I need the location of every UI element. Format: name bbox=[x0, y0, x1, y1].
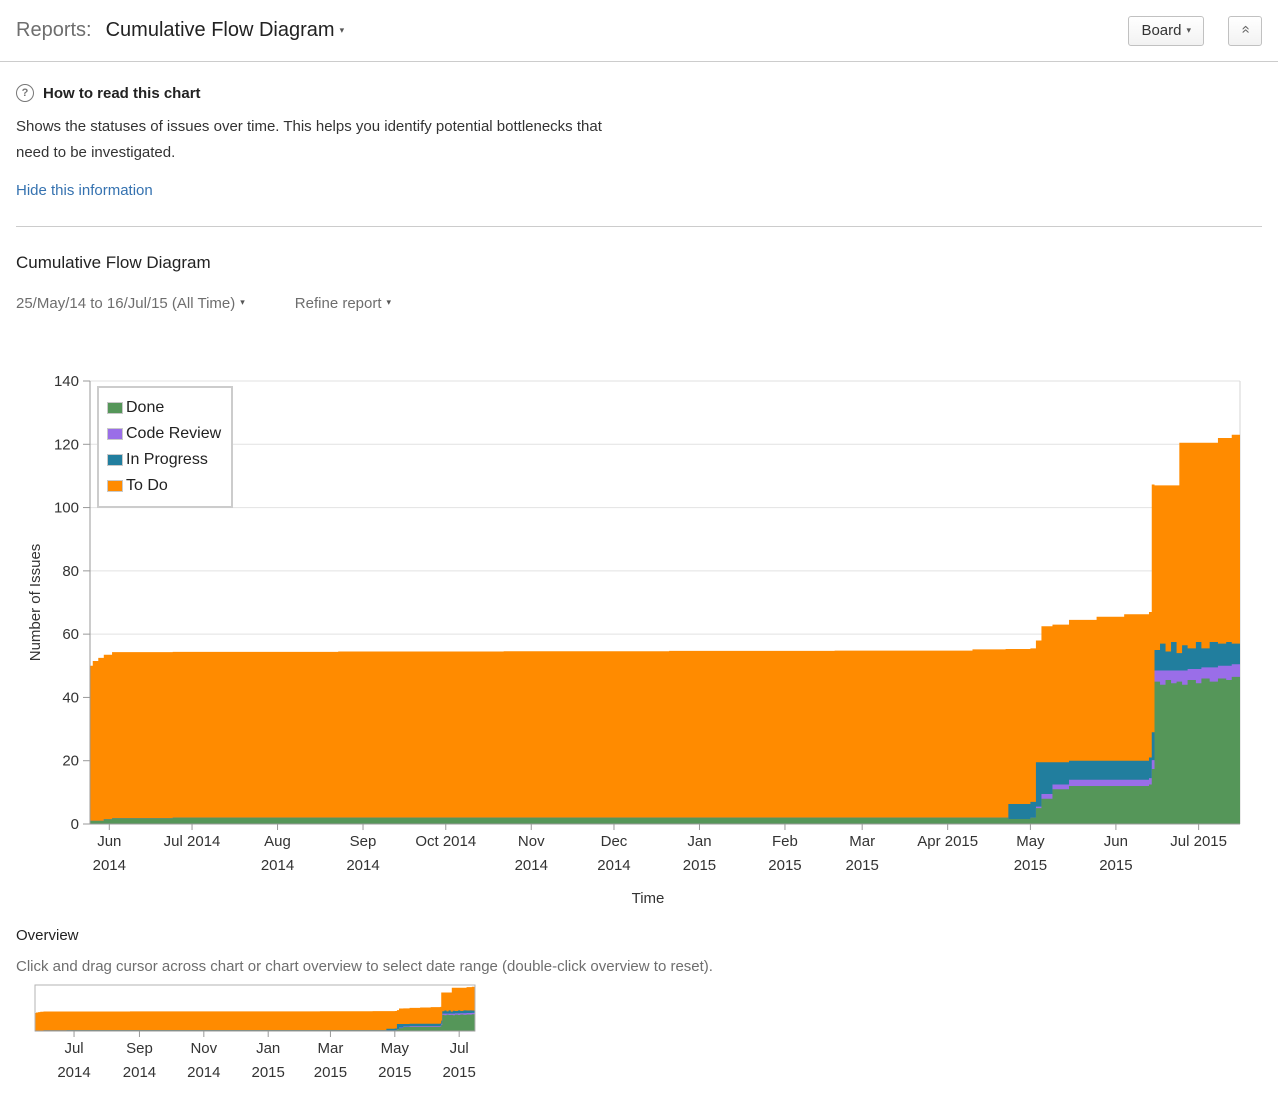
x-tick-label: May bbox=[1016, 833, 1045, 850]
y-tick-label: 0 bbox=[71, 816, 79, 833]
overview-x-tick-label: 2015 bbox=[314, 1064, 347, 1081]
overview-x-tick-label: 2015 bbox=[252, 1064, 285, 1081]
report-selector-dropdown[interactable]: Cumulative Flow Diagram ▾ bbox=[106, 19, 345, 42]
overview-x-tick-label: Jan bbox=[256, 1040, 280, 1057]
area-to-do[interactable] bbox=[35, 986, 475, 1031]
x-tick-label: 2014 bbox=[346, 857, 379, 874]
reports-label: Reports: bbox=[16, 19, 92, 41]
hide-information-link[interactable]: Hide this information bbox=[16, 182, 153, 199]
x-tick-label: Oct 2014 bbox=[415, 833, 476, 850]
chevron-down-icon: ▾ bbox=[240, 297, 245, 307]
overview-x-tick-label: 2014 bbox=[187, 1064, 220, 1081]
y-tick-label: 40 bbox=[62, 689, 79, 706]
x-tick-label: Nov bbox=[518, 833, 545, 850]
chevrons-up-icon: » bbox=[1236, 27, 1254, 34]
info-body: Shows the statuses of issues over time. … bbox=[16, 118, 602, 161]
area-done[interactable] bbox=[35, 1013, 475, 1031]
date-range-label: 25/May/14 to 16/Jul/15 (All Time) bbox=[16, 295, 236, 312]
x-axis-title: Time bbox=[632, 890, 665, 907]
overview-hint: Click and drag cursor across chart or ch… bbox=[16, 958, 713, 975]
overview-chart-container: Jul 2014 Sep 2014 Nov 2014 Jan 2015 Mar 2015 May 20… bbox=[0, 983, 1278, 1092]
x-tick-label: 2014 bbox=[597, 857, 630, 874]
overview-x-tick-label: Sep bbox=[126, 1040, 153, 1057]
overview-x-tick-label: 2015 bbox=[378, 1064, 411, 1081]
overview-chart[interactable]: Jul 2014 Sep 2014 Nov 2014 Jan 2015 Mar 2015 May 20… bbox=[0, 983, 560, 1087]
y-tick-label: 20 bbox=[62, 753, 79, 770]
x-tick-label: 2015 bbox=[1014, 857, 1047, 874]
overview-x-tick-label: Mar bbox=[318, 1040, 344, 1057]
x-tick-label: Sep bbox=[350, 833, 377, 850]
x-tick-label: Jul 2014 bbox=[164, 833, 221, 850]
overview-x-tick-label: 2014 bbox=[57, 1064, 90, 1081]
area-to-do[interactable] bbox=[90, 434, 1240, 824]
overview-x-tick-label: 2015 bbox=[442, 1064, 475, 1081]
y-tick-label: 100 bbox=[54, 500, 79, 517]
legend-swatch-done bbox=[107, 402, 123, 414]
x-tick-label: Jul 2015 bbox=[1170, 833, 1227, 850]
chevron-down-icon: ▾ bbox=[339, 25, 345, 35]
legend-label: In Progress bbox=[126, 451, 208, 468]
page-header: Reports: Cumulative Flow Diagram ▾ Board ▾… bbox=[0, 0, 1278, 62]
x-tick-label: Feb bbox=[772, 833, 798, 850]
x-tick-label: Jun bbox=[1104, 833, 1128, 850]
y-tick-label: 120 bbox=[54, 436, 79, 453]
board-button-label: Board bbox=[1141, 22, 1182, 39]
x-tick-label: Aug bbox=[264, 833, 291, 850]
help-icon: ? bbox=[16, 84, 34, 102]
y-tick-label: 60 bbox=[62, 626, 79, 643]
x-tick-label: 2014 bbox=[93, 857, 126, 874]
overview-x-tick-label: Jul bbox=[64, 1040, 83, 1057]
legend-item-done: Done bbox=[107, 395, 221, 421]
legend-item-in-progress: In Progress bbox=[107, 447, 221, 473]
legend-item-to-do: To Do bbox=[107, 473, 221, 499]
x-tick-label: Dec bbox=[601, 833, 628, 850]
overview-x-tick-label: Nov bbox=[190, 1040, 217, 1057]
legend-label: Done bbox=[126, 399, 165, 416]
x-tick-label: 2015 bbox=[768, 857, 801, 874]
info-heading: How to read this chart bbox=[43, 84, 201, 102]
overview-x-tick-label: May bbox=[381, 1040, 410, 1057]
chevron-down-icon: ▾ bbox=[386, 297, 392, 307]
legend-item-code-review: Code Review bbox=[107, 421, 221, 447]
area-done[interactable] bbox=[90, 673, 1240, 824]
main-chart-container: Done Code Review In Progress To Do 0 20 40 60 8… bbox=[0, 372, 1278, 922]
x-tick-label: Mar bbox=[849, 833, 875, 850]
chevron-down-icon: ▾ bbox=[1186, 25, 1191, 35]
x-tick-label: Apr 2015 bbox=[917, 833, 978, 850]
legend-swatch-to-do bbox=[107, 480, 123, 492]
x-tick-label: 2014 bbox=[515, 857, 548, 874]
x-tick-label: 2015 bbox=[683, 857, 716, 874]
collapse-button[interactable]: » bbox=[1228, 15, 1262, 46]
x-tick-label: 2015 bbox=[845, 857, 878, 874]
cumulative-flow-chart[interactable]: 0 20 40 60 80 100 120 140 Jun 2014 Jul 2014 Aug 2014… bbox=[0, 372, 1278, 917]
date-range-dropdown[interactable]: 25/May/14 to 16/Jul/15 (All Time) ▾ bbox=[16, 295, 245, 312]
how-to-read-section: ? How to read this chart Shows the statu… bbox=[0, 62, 1278, 200]
refine-report-label: Refine report bbox=[294, 295, 382, 312]
chart-legend: Done Code Review In Progress To Do bbox=[97, 386, 234, 508]
y-axis-title: Number of Issues bbox=[27, 544, 44, 662]
x-tick-label: 2015 bbox=[1099, 857, 1132, 874]
board-button[interactable]: Board ▾ bbox=[1128, 15, 1204, 46]
legend-label: Code Review bbox=[126, 425, 222, 442]
x-tick-label: Jun bbox=[97, 833, 121, 850]
legend-swatch-code-review bbox=[107, 428, 123, 440]
legend-swatch-in-progress bbox=[107, 454, 123, 466]
y-tick-label: 140 bbox=[54, 373, 79, 390]
report-title: Cumulative Flow Diagram bbox=[105, 19, 335, 41]
x-tick-label: 2014 bbox=[261, 857, 294, 874]
legend-label: To Do bbox=[126, 477, 168, 494]
overview-x-tick-label: 2014 bbox=[123, 1064, 156, 1081]
overview-heading: Overview bbox=[16, 927, 79, 944]
report-heading: Cumulative Flow Diagram bbox=[16, 253, 211, 272]
section-divider bbox=[16, 226, 1262, 227]
refine-report-dropdown[interactable]: Refine report ▾ bbox=[295, 295, 391, 312]
x-tick-label: Jan bbox=[687, 833, 711, 850]
overview-x-tick-label: Jul bbox=[450, 1040, 469, 1057]
y-tick-label: 80 bbox=[62, 563, 79, 580]
